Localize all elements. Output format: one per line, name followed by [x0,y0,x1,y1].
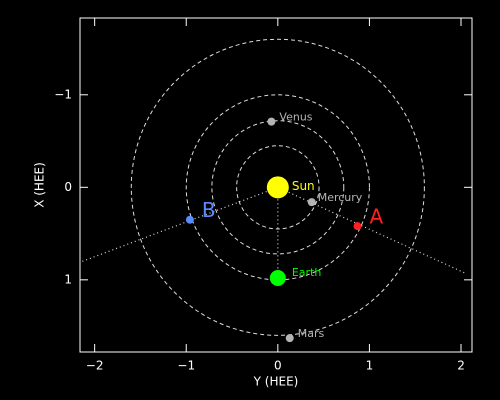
x-axis-label: Y (HEE) [253,375,299,389]
point-marker [307,198,316,207]
radial-line [277,186,466,274]
x-tick-label: 0 [274,359,282,373]
radial-line [79,186,279,263]
plot-frame [79,17,473,353]
point-label: B [202,198,216,222]
point-marker [266,176,289,199]
point-label: Venus [279,111,312,124]
point-marker [267,117,276,126]
orbit [211,120,345,255]
orbit [236,145,320,230]
y-tick-label: 1 [64,272,72,286]
y-tick-label: 0 [64,180,72,194]
point-label: Mars [298,327,325,340]
point-marker [353,222,362,231]
point-label: Sun [292,179,315,193]
point-marker [185,215,194,224]
x-tick-label: 2 [457,359,465,373]
x-tick-label: −2 [86,359,104,373]
orbit [130,38,425,336]
point-marker [285,334,294,343]
orbit [185,94,370,281]
x-tick-label: −1 [177,359,195,373]
point-label: Earth [292,266,322,279]
x-tick-label: 1 [366,359,374,373]
point-label: A [370,205,384,229]
y-tick-label: −1 [54,87,72,101]
y-axis-label: X (HEE) [33,162,47,208]
point-marker [269,269,286,286]
point-label: Mercury [318,191,363,204]
